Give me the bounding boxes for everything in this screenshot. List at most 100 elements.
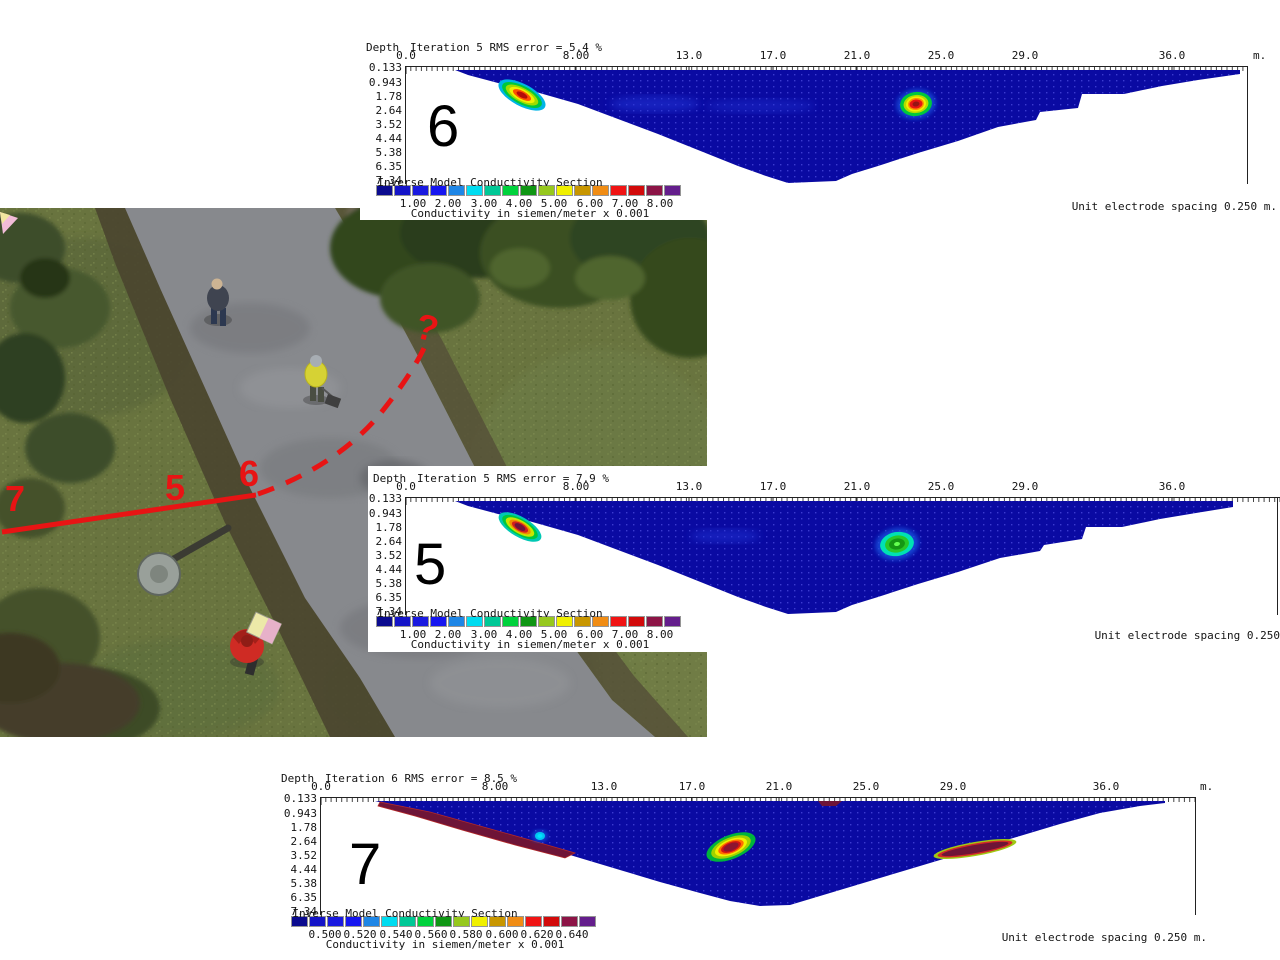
section5-xtick: 25.0 [927,480,955,493]
section7-xtick: 21.0 [765,780,793,793]
colorbar-swatch [561,916,578,927]
section6-depth-tick: 0.133 [368,61,402,74]
section7-legend-caption: Conductivity in siemen/meter x 0.001 [325,938,565,951]
colorbar-swatch [345,916,362,927]
trees-top-right [330,208,707,358]
colorbar-swatch [466,616,483,627]
section5-colorbar [376,616,681,627]
colorbar-swatch [502,616,519,627]
section6-colorbar [376,185,681,196]
colorbar-swatch [448,185,465,196]
colorbar-swatch [291,916,308,927]
colorbar-swatch [628,185,645,196]
section7-depth-tick: 2.64 [290,835,318,848]
section7-title: Iteration 6 RMS error = 8.5 % [325,772,518,785]
section7-colorbar [291,916,596,927]
bushes-top-left [0,213,160,737]
section7-depth-tick: 5.38 [290,877,318,890]
section7-depth-tick: 4.44 [290,863,318,876]
survey-line-solid [1,492,257,535]
colorbar-swatch [574,185,591,196]
section5-legend-title: Inverse Model Conductivity Section [377,607,603,620]
colorbar-swatch [430,185,447,196]
colorbar-swatch [574,616,591,627]
colorbar-swatch [646,616,663,627]
section7-depth-tick: 7.34 [290,905,318,918]
section5-legend-value: 1.00 [399,628,427,641]
colorbar-swatch [417,916,434,927]
section5-depth-tick: 2.64 [375,535,403,548]
section5-numeral: 5 [414,532,447,597]
survey-label-6: 6 [239,453,260,494]
section7-numeral: 7 [349,832,382,897]
section5-legend-value: 4.00 [505,628,533,641]
section6-xtick: 8.00 [562,49,590,62]
section5-xtick: 8.00 [562,480,590,493]
dark-soil-bottom-left [0,633,140,737]
survey-label-5: 5 [165,467,186,508]
colorbar-swatch [556,616,573,627]
survey-label-question: ? [411,304,444,351]
section6-legend-value: 4.00 [505,197,533,210]
section6-xtick: 0.0 [396,49,416,62]
section6-title: Iteration 5 RMS error = 5.4 % [410,41,603,54]
section5-xtick: 21.0 [843,480,871,493]
section6-depth-tick: 4.44 [375,132,403,145]
section6-xtick: 25.0 [927,49,955,62]
section7-xtick: 0.0 [311,780,331,793]
colorbar-swatch [399,916,416,927]
section6-xtick: 17.0 [759,49,787,62]
colorbar-swatch [628,616,645,627]
section5-unit-note: Unit electrode spacing 0.250 [1094,629,1280,642]
colorbar-swatch [610,616,627,627]
colorbar-swatch [543,916,560,927]
colorbar-swatch [394,185,411,196]
colorbar-swatch [376,185,393,196]
section7-depth-tick: 3.52 [290,849,318,862]
section6-legend-title: Inverse Model Conductivity Section [377,176,603,189]
section5-legend-value: 2.00 [434,628,462,641]
colorbar-swatch [520,616,537,627]
clipboard [245,611,283,645]
colorbar-swatch [556,185,573,196]
colorbar-swatch [484,616,501,627]
section7-depth-tick: 1.78 [290,821,318,834]
section5-depth-tick: 0.133 [368,492,402,505]
section6-depth-tick: 1.78 [375,90,403,103]
colorbar-swatch [448,616,465,627]
section7-legend-value: 0.520 [343,928,377,941]
street-lamp [137,524,232,596]
section5-depth-tick: 3.52 [375,549,403,562]
section7-xtick: 13.0 [590,780,618,793]
section5-depth-tick: 6.35 [375,591,403,604]
section7-depth-tick: 6.35 [290,891,318,904]
section6-numeral: 6 [427,94,460,159]
colorbar-swatch [453,916,470,927]
colorbar-swatch [664,185,681,196]
colorbar-swatch [381,916,398,927]
colorbar-swatch [646,185,663,196]
colorbar-swatch [376,616,393,627]
section5-depth-tick: 7.34 [375,605,403,618]
survey-label-7: 7 [5,478,26,519]
section7-xtick: 29.0 [939,780,967,793]
colorbar-swatch [466,185,483,196]
section5-xtick: 29.0 [1011,480,1039,493]
section5-legend-value: 8.00 [646,628,674,641]
colorbar-swatch [327,916,344,927]
section6-legend-value: 3.00 [470,197,498,210]
section7-legend-value: 0.620 [520,928,554,941]
section5-xtick: 0.0 [396,480,416,493]
section6-xtick: 13.0 [675,49,703,62]
section6-xtick: 36.0 [1158,49,1186,62]
section6-legend-value: 2.00 [434,197,462,210]
section5-depth-label: Depth [373,472,407,485]
section6-legend-value: 1.00 [399,197,427,210]
section7-depth-label: Depth [281,772,315,785]
section7-legend-value: 0.500 [308,928,342,941]
colorbar-swatch [471,916,488,927]
section6-depth-tick: 5.38 [375,146,403,159]
section5-depth-tick: 0.943 [368,507,402,520]
section6-depth-tick: 0.943 [368,76,402,89]
section7-xtick: 17.0 [678,780,706,793]
